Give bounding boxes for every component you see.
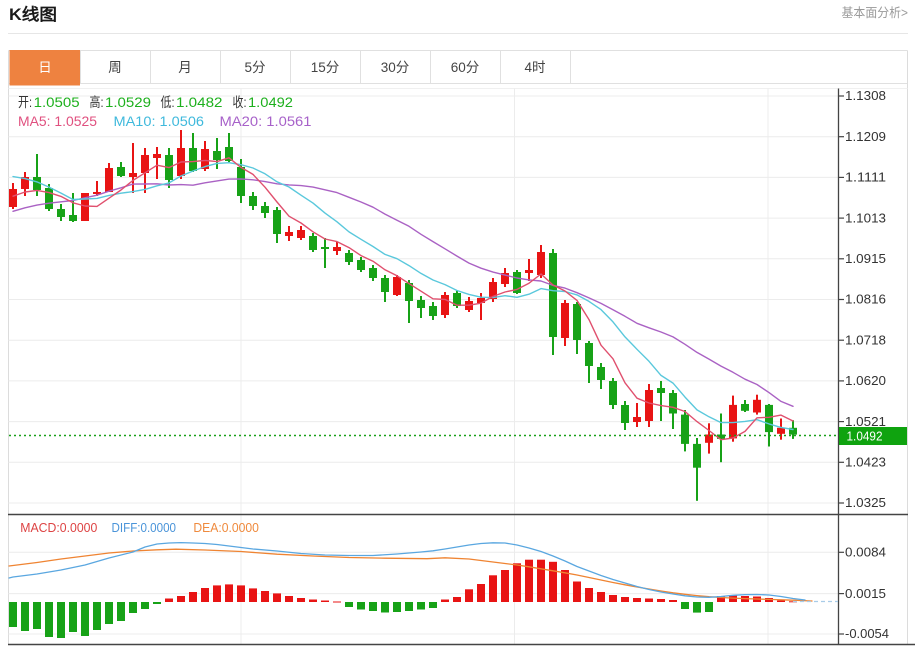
svg-text:1.0325: 1.0325 [845, 496, 886, 510]
svg-text:开:: 开: [18, 95, 32, 110]
svg-text:0.0015: 0.0015 [845, 587, 886, 601]
svg-text:4时: 4时 [524, 60, 545, 75]
svg-text:1.0915: 1.0915 [845, 252, 886, 266]
svg-text:1.1308: 1.1308 [845, 89, 886, 103]
svg-text:DIFF:0.0000: DIFF:0.0000 [112, 520, 177, 535]
svg-text:1.0482: 1.0482 [176, 95, 223, 110]
svg-text:5分: 5分 [244, 60, 265, 75]
svg-text:基本面分析>: 基本面分析> [842, 6, 909, 20]
svg-text:收:: 收: [233, 95, 247, 110]
svg-text:高:: 高: [90, 94, 104, 110]
svg-text:1.1209: 1.1209 [845, 130, 886, 144]
svg-text:1.0620: 1.0620 [845, 374, 886, 388]
svg-text:30分: 30分 [381, 60, 410, 75]
svg-text:0.0084: 0.0084 [845, 546, 886, 560]
svg-text:日: 日 [38, 60, 52, 75]
svg-text:15分: 15分 [311, 60, 340, 75]
svg-text:K线图: K线图 [9, 4, 57, 24]
svg-text:1.0423: 1.0423 [845, 456, 886, 470]
svg-text:低:: 低: [161, 95, 175, 110]
svg-text:1.0492: 1.0492 [248, 95, 293, 110]
svg-text:月: 月 [178, 60, 192, 75]
svg-text:60分: 60分 [451, 60, 480, 75]
svg-text:1.0505: 1.0505 [34, 95, 80, 110]
svg-text:MA20: 1.0561: MA20: 1.0561 [220, 114, 312, 129]
svg-text:MA5: 1.0525: MA5: 1.0525 [18, 114, 97, 129]
svg-text:1.0816: 1.0816 [845, 293, 886, 307]
svg-text:1.0492: 1.0492 [847, 429, 883, 444]
svg-text:MACD:0.0000: MACD:0.0000 [20, 520, 97, 535]
svg-text:1.0529: 1.0529 [105, 95, 151, 110]
svg-text:1.1111: 1.1111 [845, 171, 886, 185]
svg-text:1.0718: 1.0718 [845, 333, 886, 347]
svg-text:-0.0054: -0.0054 [845, 627, 889, 641]
svg-text:MA10: 1.0506: MA10: 1.0506 [114, 114, 205, 129]
svg-text:DEA:0.0000: DEA:0.0000 [193, 520, 259, 535]
svg-text:周: 周 [108, 60, 122, 75]
svg-text:1.1013: 1.1013 [845, 211, 886, 225]
svg-text:1.0521: 1.0521 [845, 415, 886, 429]
